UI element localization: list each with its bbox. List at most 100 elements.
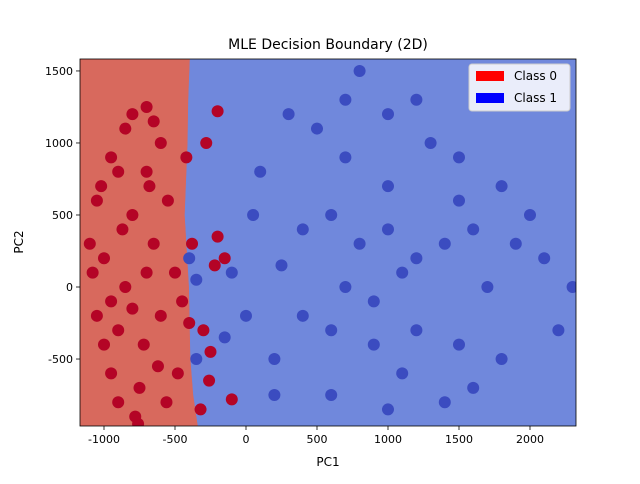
plot-area [80,59,576,426]
scatter-point [211,230,224,243]
scatter-point [381,108,394,121]
scatter-point [410,324,423,337]
scatter-point [116,223,129,236]
scatter-point [140,266,153,279]
scatter-point [552,324,565,337]
scatter-point [197,324,210,337]
scatter-point [112,396,125,409]
scatter-point [183,317,196,330]
scatter-point [381,403,394,416]
scatter-point [367,295,380,308]
scatter-point [396,266,409,279]
scatter-point [161,194,174,207]
scatter-point [194,403,207,416]
scatter-point [452,194,465,207]
scatter-point [190,353,203,366]
x-axis-label: PC1 [316,455,339,469]
scatter-point [438,396,451,409]
scatter-point [143,180,156,193]
scatter-point [200,136,213,149]
scatter-point [147,237,160,250]
scatter-point [268,389,281,402]
scatter-point [112,324,125,337]
scatter-point [97,338,110,351]
x-tick-label: -1000 [88,433,120,446]
y-tick-label: 500 [52,209,73,222]
scatter-point [112,165,125,178]
scatter-point [147,115,160,128]
scatter-point [204,345,217,358]
scatter-point [438,237,451,250]
scatter-point [282,108,295,121]
scatter-point [176,295,189,308]
plot-content [80,59,576,426]
scatter-point [495,353,508,366]
scatter-point [140,100,153,113]
scatter-point [105,367,118,380]
legend-swatch [476,71,504,81]
scatter-point [218,331,231,344]
scatter-point [225,393,238,406]
scatter-point [467,381,480,394]
scatter-point [105,151,118,164]
scatter-point [186,237,199,250]
scatter-point [126,208,139,221]
scatter-point [154,136,167,149]
scatter-point [296,223,309,236]
x-tick-label: -500 [163,433,188,446]
scatter-point [119,281,132,294]
scatter-point [203,374,216,387]
legend-label: Class 1 [514,91,557,105]
x-tick-label: 0 [242,433,249,446]
scatter-point [396,367,409,380]
scatter-point [126,108,139,121]
scatter-point [90,194,103,207]
scatter-point [151,360,164,373]
scatter-point [410,93,423,106]
legend-label: Class 0 [514,69,557,83]
scatter-point [296,309,309,322]
scatter-point [325,324,338,337]
scatter-point [168,266,181,279]
scatter-point [171,367,184,380]
scatter-point [239,309,252,322]
scatter-point [538,252,551,265]
x-tick-label: 1000 [374,433,402,446]
scatter-point [190,273,203,286]
scatter-point [353,64,366,77]
x-tick-label: 2000 [516,433,544,446]
scatter-point [310,122,323,135]
scatter-point [367,338,380,351]
scatter-point [140,165,153,178]
scatter-point [86,266,99,279]
scatter-point [90,309,103,322]
scatter-point [105,295,118,308]
scatter-point [381,180,394,193]
scatter-point [325,208,338,221]
y-axis-label: PC2 [12,230,26,253]
scatter-point [137,338,150,351]
scatter-point [339,281,352,294]
y-tick-label: 1500 [45,65,73,78]
scatter-point [452,151,465,164]
scatter-point [95,180,108,193]
y-tick-label: 0 [66,281,73,294]
scatter-point [268,353,281,366]
scatter-point [132,417,145,426]
scatter-point [481,281,494,294]
scatter-point [509,237,522,250]
scatter-point [254,165,267,178]
scatter-point [275,259,288,272]
scatter-point [353,237,366,250]
scatter-point [218,252,231,265]
chart-title: MLE Decision Boundary (2D) [228,37,428,53]
legend-swatch [476,93,504,103]
scatter-point [211,105,224,118]
scatter-point [452,338,465,351]
scatter-point [183,252,196,265]
scatter-point [410,252,423,265]
scatter-point [523,208,536,221]
scatter-point [133,381,146,394]
scatter-point [495,180,508,193]
